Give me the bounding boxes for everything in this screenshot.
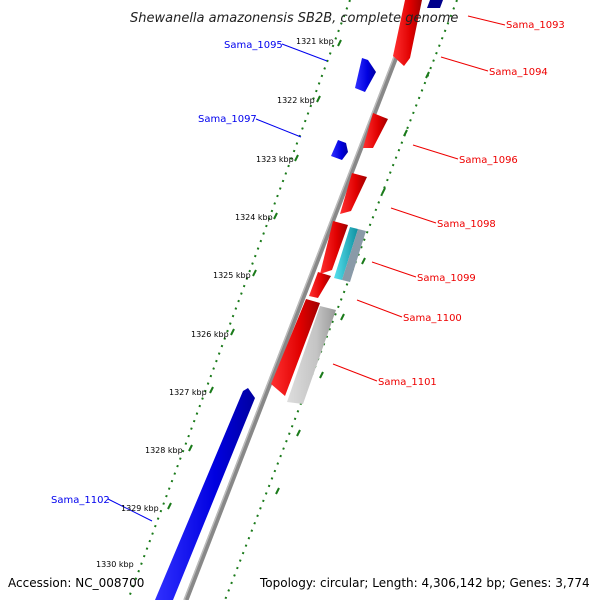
gene-label-sama-1093[interactable]: Sama_1093 xyxy=(506,20,565,31)
tick-label: 1325 kbp xyxy=(213,271,251,280)
gene-sama-1095-feature[interactable] xyxy=(355,58,376,92)
tick-label: 1329 kbp xyxy=(121,504,159,513)
genome-info-text: Topology: circular; Length: 4,306,142 bp… xyxy=(259,576,590,590)
map-title: Shewanella amazonensis SB2B, complete ge… xyxy=(130,11,458,26)
tick-label: 1324 kbp xyxy=(235,213,273,222)
tick-label: 1323 kbp xyxy=(256,155,294,164)
gene-sama-1093-feature[interactable] xyxy=(427,0,443,8)
gene-sama-1096-feature[interactable] xyxy=(363,113,388,148)
gene-sama-1101-pseudo[interactable] xyxy=(287,306,336,404)
tick-labels: 1321 kbp 1322 kbp 1323 kbp 1324 kbp 1325… xyxy=(96,37,334,569)
gene-label-sama-1100[interactable]: Sama_1100 xyxy=(403,313,462,324)
gene-label-sama-1098[interactable]: Sama_1098 xyxy=(437,219,496,230)
gene-label-sama-1095[interactable]: Sama_1095 xyxy=(224,40,283,51)
tick-marks xyxy=(167,39,430,510)
tick-label: 1328 kbp xyxy=(145,446,183,455)
genome-backbone xyxy=(183,0,421,600)
accession-text: Accession: NC_008700 xyxy=(8,576,144,590)
tick-label: 1322 kbp xyxy=(277,96,315,105)
gene-sama-1098-feature[interactable] xyxy=(340,173,367,214)
forward-gene-labels: Sama_1095 Sama_1097 Sama_1102 xyxy=(51,40,283,506)
gene-label-sama-1099[interactable]: Sama_1099 xyxy=(417,273,476,284)
gene-sama-1099-feature[interactable] xyxy=(320,221,348,274)
gene-sama-1094-feature[interactable] xyxy=(393,0,422,66)
tick-track-outer xyxy=(127,0,351,600)
tick-label: 1326 kbp xyxy=(191,330,229,339)
reverse-strand-genes xyxy=(271,0,443,404)
gene-label-sama-1094[interactable]: Sama_1094 xyxy=(489,67,548,78)
leader-lines xyxy=(107,15,506,522)
gene-sama-1099-pseudo[interactable] xyxy=(342,229,366,282)
gene-label-sama-1102[interactable]: Sama_1102 xyxy=(51,495,110,506)
gene-sama-1099-rna[interactable] xyxy=(334,227,358,280)
tick-label: 1330 kbp xyxy=(96,560,134,569)
gene-sama-1102-feature[interactable] xyxy=(155,388,255,600)
gene-label-sama-1097[interactable]: Sama_1097 xyxy=(198,114,257,125)
gene-sama-1097-feature[interactable] xyxy=(331,140,348,160)
gene-sama-1101-feature[interactable] xyxy=(271,299,320,396)
forward-strand-genes xyxy=(155,58,376,600)
tick-label: 1321 kbp xyxy=(296,37,334,46)
gene-label-sama-1096[interactable]: Sama_1096 xyxy=(459,155,518,166)
tick-track-inner xyxy=(224,0,458,600)
tick-label: 1327 kbp xyxy=(169,388,207,397)
gene-sama-1100-feature[interactable] xyxy=(309,272,331,298)
gene-label-sama-1101[interactable]: Sama_1101 xyxy=(378,377,437,388)
reverse-gene-labels: Sama_1093 Sama_1094 Sama_1096 Sama_1098 … xyxy=(378,20,565,388)
